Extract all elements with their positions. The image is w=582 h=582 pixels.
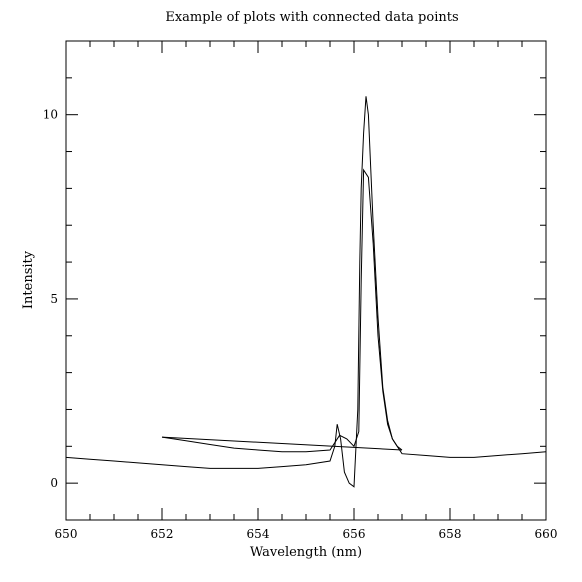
y-axis-label: Intensity xyxy=(21,250,36,309)
y-tick-label: 10 xyxy=(43,108,58,122)
plot-frame xyxy=(65,40,547,521)
plot-lines xyxy=(65,96,547,488)
x-tick-label: 650 xyxy=(55,527,78,541)
x-tick-label: 658 xyxy=(439,527,462,541)
x-axis-label: Wavelength (nm) xyxy=(250,545,362,560)
x-tick-label: 660 xyxy=(535,527,558,541)
axis-ticks xyxy=(65,40,547,521)
series-line-1 xyxy=(65,96,547,488)
x-tick-label: 656 xyxy=(343,527,366,541)
x-tick-labels: 650 652 654 656 658 660 xyxy=(55,527,558,541)
y-tick-label: 0 xyxy=(50,476,58,490)
y-tick-label: 5 xyxy=(50,292,58,306)
chart-title: Example of plots with connected data poi… xyxy=(165,10,458,25)
series-line-2 xyxy=(161,168,403,453)
series-line-3 xyxy=(161,436,403,451)
y-tick-labels: 0 5 10 xyxy=(43,108,58,490)
x-tick-label: 652 xyxy=(151,527,174,541)
x-tick-label: 654 xyxy=(247,527,270,541)
